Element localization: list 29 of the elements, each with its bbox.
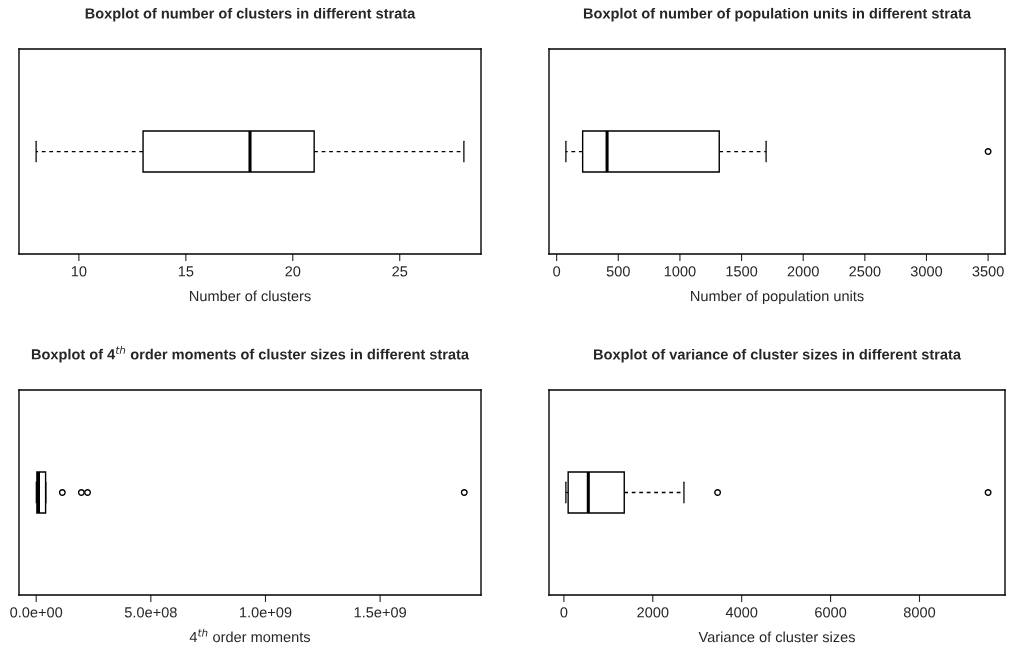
x-axis-title: Number of clusters [190, 290, 311, 302]
x-axis-title: Number of population units [691, 290, 864, 305]
x-tick-label: 0 [553, 266, 561, 277]
x-tick-label: 20 [285, 266, 301, 277]
chart-title: Boxplot of number of clusters in different strata [85, 7, 416, 22]
x-tick-label: 1500 [726, 266, 758, 277]
x-tick-label: 25 [392, 266, 408, 277]
x-tick-label: 8000 [903, 607, 936, 618]
x-tick-label: 2500 [849, 266, 881, 277]
x-tick-label: 0 [560, 607, 568, 618]
x-tick-label: 2000 [787, 266, 819, 277]
x-axis-title: 4$^{th}$ order moments [189, 628, 311, 643]
x-tick-label: 2000 [637, 607, 669, 618]
x-axis-title: Variance of cluster sizes [698, 631, 855, 643]
x-tick-label: 1.0e+09 [240, 607, 292, 618]
x-tick-label: 15 [178, 266, 194, 277]
x-tick-label: 4000 [725, 607, 758, 618]
x-tick-label: 1000 [664, 266, 696, 277]
x-tick-label: 5.0e+08 [124, 607, 177, 618]
x-tick-label: 3500 [972, 266, 1004, 277]
chart-title: Boxplot of number of population units in different strata [583, 7, 972, 22]
x-tick-label: 500 [606, 266, 630, 277]
x-tick-label: 10 [71, 266, 87, 277]
chart-title: Boxplot of variance of cluster sizes in different strata [594, 348, 962, 363]
chart-title: Boxplot of 4$^{th}$ order moments of cluster sizes in different strata [31, 346, 470, 363]
x-tick-label: 6000 [815, 607, 847, 618]
x-tick-label: 1.5e+09 [354, 607, 406, 618]
x-tick-label: 0.0e+00 [10, 607, 63, 618]
x-tick-label: 3000 [910, 266, 943, 277]
